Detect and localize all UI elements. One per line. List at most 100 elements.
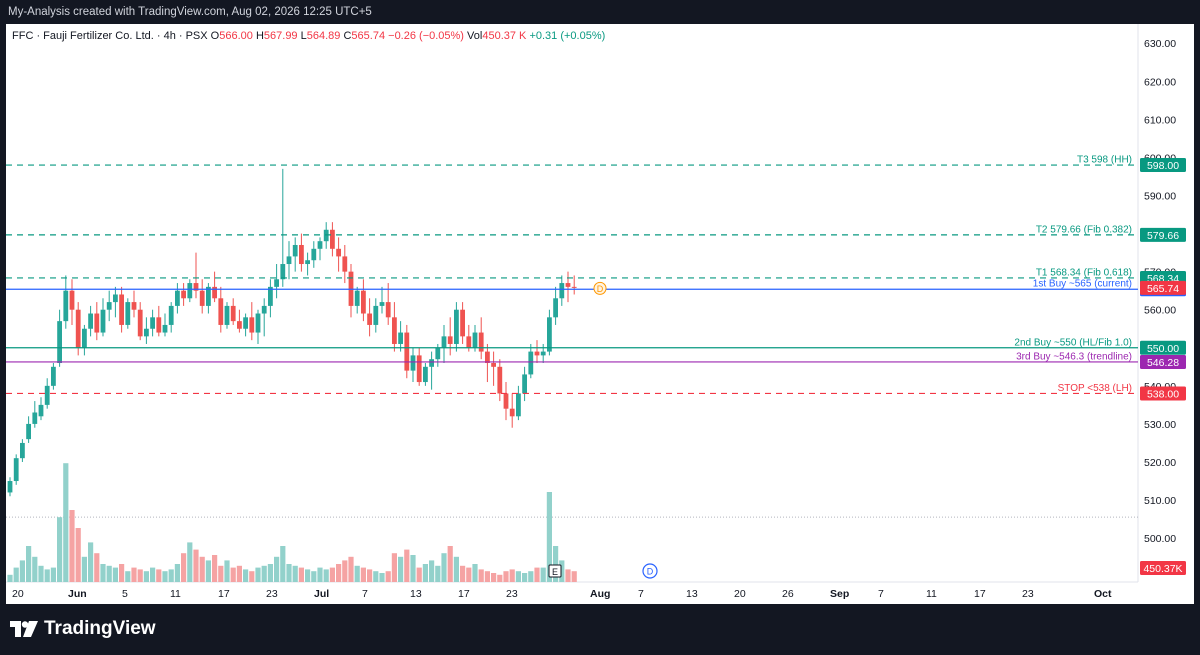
x-tick-label: 13 <box>686 588 698 600</box>
current-price-tag-bg <box>1140 280 1186 295</box>
price-tag: 579.66 <box>1147 230 1179 242</box>
volume-bar <box>317 567 323 582</box>
footer-bar <box>0 604 1200 655</box>
candle-body <box>150 317 155 329</box>
volume-tag: 450.37K <box>1143 563 1182 575</box>
candle-body <box>193 283 199 291</box>
volume-bar <box>57 517 63 582</box>
volume-bar <box>230 567 236 582</box>
x-tick-label: Jul <box>314 588 329 600</box>
dividend-marker-text: D <box>597 284 604 294</box>
candle-body <box>7 481 13 493</box>
candle-body <box>26 423 31 440</box>
candle-body <box>100 309 106 333</box>
tradingview-logo[interactable]: TradingView <box>10 618 156 640</box>
candle-body <box>516 393 521 417</box>
candle-body <box>261 305 267 314</box>
volume-value: 450.37 K <box>482 30 527 42</box>
candle-body <box>336 248 341 257</box>
candle-body <box>144 328 149 337</box>
volume-bar <box>75 528 81 582</box>
volume-bar <box>280 546 286 582</box>
volume-bar <box>534 567 540 582</box>
open-label: O <box>210 30 220 42</box>
page-title: My-Analysis created with TradingView.com… <box>8 6 372 18</box>
candle-body <box>305 260 310 265</box>
volume-bar <box>416 567 422 582</box>
candle-body <box>255 313 261 333</box>
candle-body <box>547 317 552 352</box>
candle-body <box>168 305 174 325</box>
volume-bar <box>298 567 304 582</box>
candle-body <box>82 328 87 348</box>
price-tag: 598.00 <box>1147 160 1179 172</box>
volume-bar <box>323 569 329 582</box>
candle-body <box>454 309 459 344</box>
price-chart[interactable]: 500.00510.00520.00530.00540.00550.00560.… <box>6 24 1194 604</box>
candle-body <box>119 294 124 325</box>
volume-bar <box>509 569 515 582</box>
candle-body <box>57 321 62 364</box>
candle-body <box>156 317 162 333</box>
dividend-timeline-text: D <box>647 567 654 577</box>
volume-bar <box>44 569 50 582</box>
x-tick-label: Aug <box>590 588 610 600</box>
price-tag-bg <box>1140 340 1186 355</box>
x-tick-label: 23 <box>1022 588 1034 600</box>
volume-bar <box>181 553 187 582</box>
volume-bar <box>212 555 218 582</box>
level-text: 2nd Buy ~550 (HL/Fib 1.0) <box>1014 337 1132 348</box>
candle-body <box>447 336 453 344</box>
volume-bar <box>236 565 242 582</box>
volume-bar <box>410 555 416 582</box>
candle-body <box>429 359 434 367</box>
candle-body <box>199 290 205 306</box>
candle-body <box>528 351 534 375</box>
volume-bar <box>106 565 112 582</box>
current-price-tag: 565.74 <box>1147 283 1179 295</box>
y-tick-label: 500.00 <box>1144 533 1176 545</box>
volume-bar <box>342 560 348 582</box>
volume-bar <box>311 571 317 582</box>
dividend-timeline-icon <box>642 563 658 579</box>
level-text: T3 598 (HH) <box>1077 155 1132 166</box>
candle-body <box>106 302 112 310</box>
volume-bar <box>69 510 75 582</box>
candle-body <box>404 332 410 371</box>
volume-bar <box>398 556 404 582</box>
volume-bar <box>193 549 199 582</box>
chart-panel[interactable]: 500.00510.00520.00530.00540.00550.00560.… <box>6 24 1194 604</box>
volume-bar <box>559 560 565 582</box>
volume-bar <box>199 556 205 582</box>
price-tag-bg <box>1140 158 1186 173</box>
candle-body <box>94 313 100 333</box>
candle-body <box>497 366 503 394</box>
volume-label: Vol <box>467 30 483 42</box>
volume-bar <box>385 571 391 582</box>
volume-bar <box>360 567 366 582</box>
candle-body <box>330 229 335 249</box>
volume-bar <box>267 564 273 582</box>
volume-bar <box>7 574 13 582</box>
volume-bar <box>466 567 472 582</box>
candle-body <box>280 264 286 280</box>
candle-body <box>423 366 428 383</box>
y-tick-label: 630.00 <box>1144 38 1176 50</box>
candle-body <box>51 366 56 386</box>
volume-bar <box>63 463 69 582</box>
volume-bar <box>81 556 87 582</box>
y-tick-label: 530.00 <box>1144 419 1176 431</box>
volume-bar <box>429 560 435 582</box>
high-value: 567.99 <box>263 30 298 42</box>
candle-body <box>392 317 397 344</box>
candle-body <box>441 336 447 348</box>
volume-bar <box>218 565 224 582</box>
candle-body <box>243 317 248 329</box>
price-tag: 550.00 <box>1147 343 1179 355</box>
volume-bar <box>422 564 428 582</box>
earnings-marker-text: E <box>552 567 558 577</box>
price-tag-bg <box>1140 386 1186 401</box>
candle-body <box>571 286 577 288</box>
volume-bar <box>472 564 478 582</box>
symbol-label[interactable]: FFC · Fauji Fertilizer Co. Ltd. · 4h · P… <box>12 30 208 42</box>
